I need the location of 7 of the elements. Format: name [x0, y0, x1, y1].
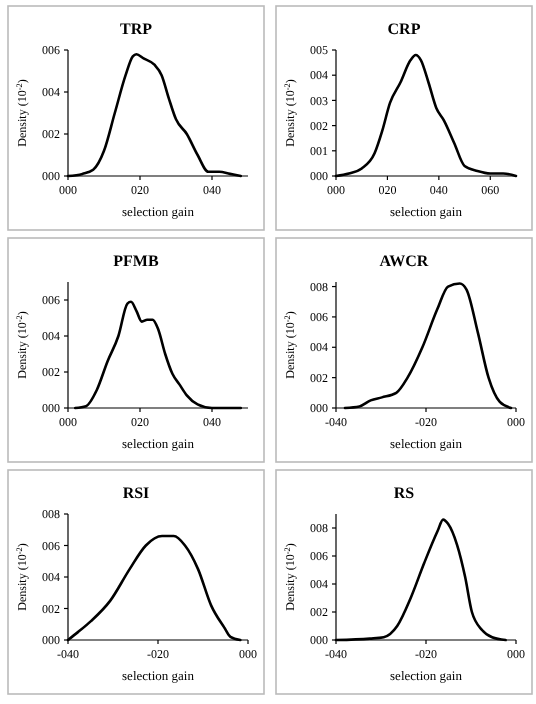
line-series	[73, 300, 243, 410]
chart-title: TRP	[120, 20, 153, 38]
chart-title: RSI	[122, 484, 150, 502]
chart-title: CRP	[387, 20, 421, 38]
chart-title: PFMB	[113, 252, 160, 270]
chart-title: AWCR	[379, 252, 429, 270]
chart-title: RS	[393, 484, 416, 502]
